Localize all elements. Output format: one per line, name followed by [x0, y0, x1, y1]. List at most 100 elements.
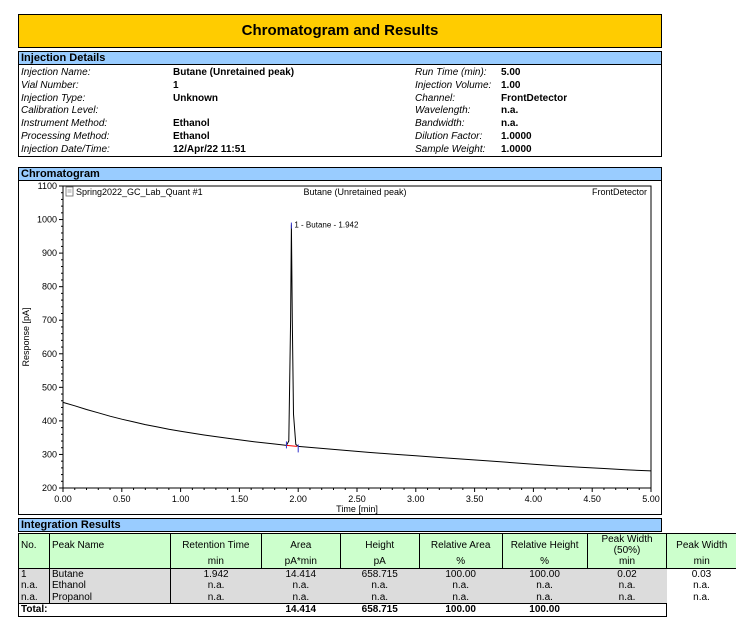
table-cell: n.a. [419, 580, 503, 592]
y-axis-label: Response [pA] [21, 307, 31, 366]
table-cell: 100.00 [502, 568, 588, 580]
table-cell: 1.942 [170, 568, 262, 580]
right-value: 1.0000 [501, 130, 532, 142]
left-label: Calibration Level: [21, 105, 99, 117]
y-tick-label: 400 [42, 416, 57, 426]
left-label: Instrument Method: [21, 118, 108, 130]
column-header: Relative Height [502, 533, 588, 556]
table-row: 1 Butane 1.942 14.414 658.715 100.00 100.00 0.0… [18, 568, 736, 580]
x-axis-label: Time [min] [336, 504, 378, 514]
column-header: Retention Time [170, 533, 262, 556]
right-row: Dilution Factor: 1.0000 [415, 131, 567, 144]
column-unit: min [170, 556, 262, 569]
total-empty [667, 604, 736, 617]
right-label: Dilution Factor: [415, 130, 483, 142]
right-value: n.a. [501, 105, 519, 117]
table-cell: n.a. [18, 591, 50, 604]
column-unit [18, 556, 50, 569]
table-cell: Ethanol [49, 580, 171, 592]
x-tick-label: 4.50 [583, 494, 601, 504]
total-label: Total: [18, 603, 50, 617]
right-row: Bandwidth: n.a. [415, 118, 567, 131]
column-unit: min [587, 556, 668, 569]
left-row: Calibration Level: [21, 105, 294, 118]
left-value: 12/Apr/22 11:51 [173, 143, 246, 155]
right-row: Injection Volume: 1.00 [415, 80, 567, 93]
left-label: Injection Name: [21, 67, 91, 78]
x-tick-label: 1.50 [231, 494, 249, 504]
column-unit: pA [340, 556, 420, 569]
injection-details-panel: Injection Name: Butane (Unretained peak) V… [18, 64, 662, 157]
y-tick-label: 900 [42, 248, 57, 258]
column-header: No. [18, 533, 50, 556]
table-cell: Propanol [49, 591, 171, 604]
chromatogram-trace [62, 224, 652, 472]
table-cell: n.a. [587, 580, 667, 592]
total-rel-height: 100.00 [502, 603, 588, 617]
left-value: 1 [173, 79, 179, 91]
report-title: Chromatogram and Results [18, 14, 662, 48]
y-tick-label: 200 [42, 483, 57, 493]
left-label: Injection Date/Time: [21, 143, 110, 155]
left-row: Instrument Method: Ethanol [21, 118, 294, 131]
left-value: Unknown [173, 92, 218, 104]
left-row: Injection Type: Unknown [21, 93, 294, 106]
table-row: n.a. Propanol n.a. n.a. n.a. n.a. n.a. n.a. n.a. [18, 591, 736, 604]
column-unit: % [502, 556, 588, 569]
column-unit: pA*min [261, 556, 341, 569]
right-value: 1.00 [501, 79, 521, 91]
table-cell: n.a. [419, 591, 503, 604]
x-tick-label: 2.50 [348, 494, 366, 504]
doc-icon [65, 186, 74, 197]
right-value: 5.00 [501, 67, 521, 78]
right-label: Run Time (min): [415, 67, 487, 78]
left-value: Ethanol [173, 118, 210, 130]
table-cell: 1 [18, 568, 50, 580]
left-value: Butane (Unretained peak) [173, 67, 295, 78]
column-unit: % [419, 556, 503, 569]
table-total-row: Total: 14.414 658.715 100.00 100.00 [18, 603, 737, 617]
column-header: Height [340, 533, 420, 556]
column-header: Peak Width [666, 533, 736, 556]
table-unit-row: min pA*min pA%% min min [18, 556, 736, 569]
total-empty [49, 603, 171, 617]
right-row: Wavelength: n.a. [415, 105, 567, 118]
column-header: Peak Name [49, 533, 171, 556]
plot-frame [62, 185, 652, 489]
chromatogram-panel: 200 300 400 500 600 700 800 900 1000 1100 0.00 0.5… [18, 180, 662, 515]
peak-integration-marks [285, 222, 299, 453]
table-cell: 0.03 [666, 568, 736, 580]
table-cell: n.a. [340, 591, 420, 604]
y-tick-label: 300 [42, 449, 57, 459]
x-tick-label: 3.00 [407, 494, 425, 504]
table-cell: 14.414 [261, 568, 341, 580]
x-tick-label: 5.00 [642, 494, 660, 504]
x-tick-label: 0.00 [54, 494, 72, 504]
injection-details-header: Injection Details [18, 51, 662, 65]
table-cell: n.a. [340, 580, 420, 592]
right-value: 1.0000 [501, 143, 532, 155]
peak-label: 1 - Butane - 1.942 [294, 221, 359, 230]
column-header: Area [261, 533, 341, 556]
column-header: Peak Width (50%) [587, 533, 668, 556]
left-label: Vial Number: [21, 79, 79, 91]
right-label: Bandwidth: [415, 118, 465, 130]
table-cell: 658.715 [340, 568, 420, 580]
x-tick-label: 3.50 [466, 494, 484, 504]
x-tick-label: 0.50 [113, 494, 131, 504]
table-cell: n.a. [666, 580, 736, 592]
table-cell: Butane [49, 568, 171, 580]
right-label: Wavelength: [415, 105, 471, 117]
x-tick-label: 4.00 [525, 494, 543, 504]
right-row: Run Time (min): 5.00 [415, 67, 567, 80]
table-cell: n.a. [666, 591, 736, 604]
right-value: n.a. [501, 118, 519, 130]
y-tick-label: 600 [42, 349, 57, 359]
table-cell: 100.00 [419, 568, 503, 580]
channel-name: FrontDetector [592, 187, 647, 197]
table-cell: n.a. [170, 580, 262, 592]
run-name: Spring2022_GC_Lab_Quant #1 [76, 187, 203, 197]
integration-results-table: No. Peak Name Retention Time Area Height Rela… [18, 533, 736, 617]
left-row: Injection Name: Butane (Unretained peak) [21, 67, 294, 80]
right-label: Injection Volume: [415, 79, 492, 91]
